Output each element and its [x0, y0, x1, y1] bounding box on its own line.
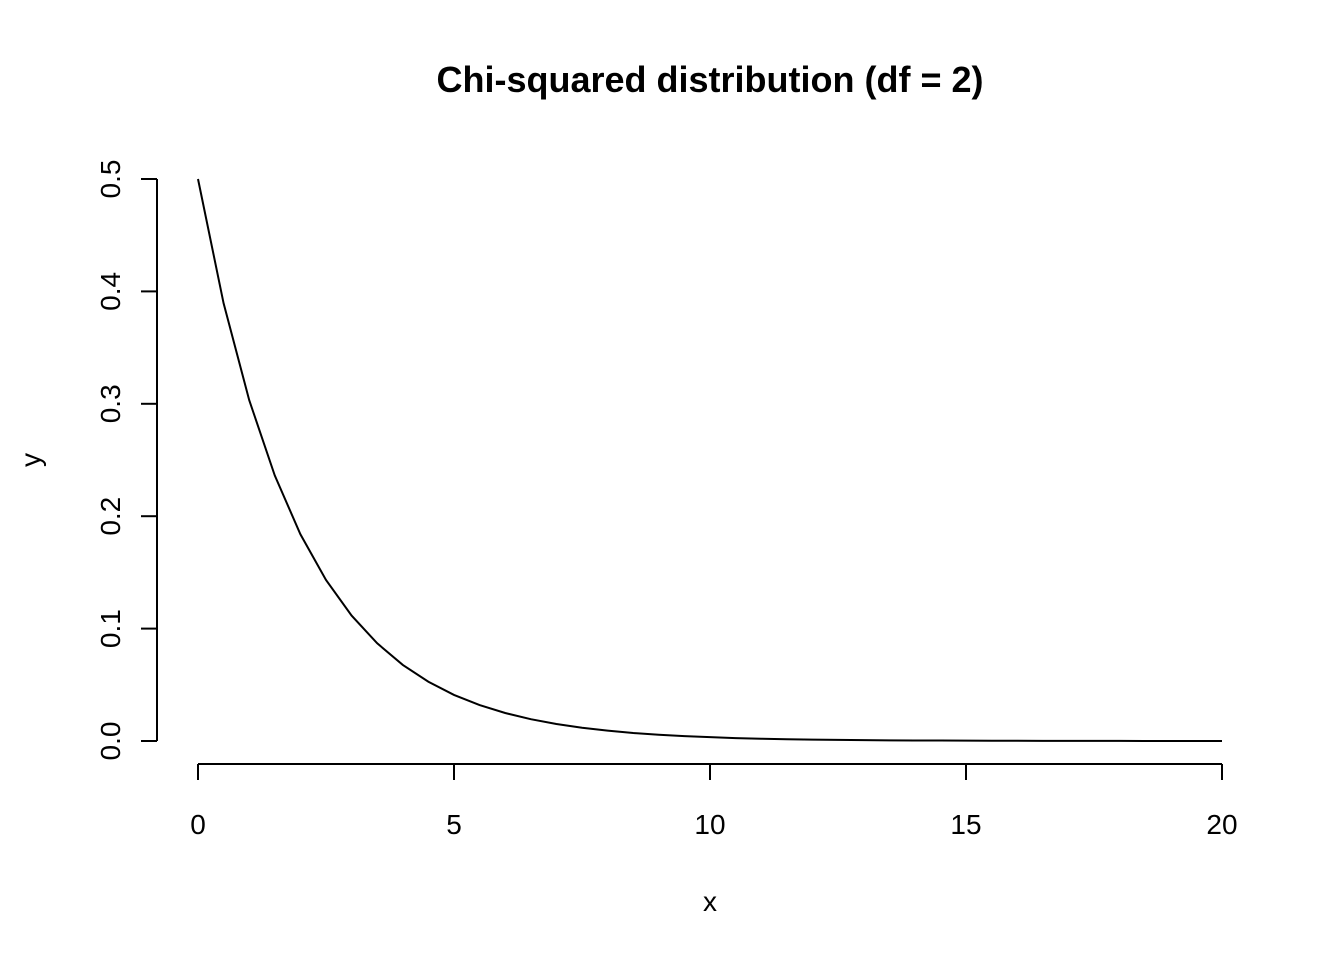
x-tick-label: 20 [1206, 809, 1237, 840]
y-axis-label: y [15, 453, 46, 467]
x-axis-label: x [703, 886, 717, 917]
y-tick-label: 0.5 [95, 160, 126, 199]
y-tick-label: 0.2 [95, 497, 126, 536]
x-tick-label: 0 [190, 809, 206, 840]
y-axis-ticks: 0.0 0.1 0.2 0.3 0.4 0.5 [95, 160, 157, 761]
y-tick-label: 0.0 [95, 722, 126, 761]
x-axis-ticks: 0 5 10 15 20 [190, 764, 1238, 840]
y-tick-label: 0.4 [95, 272, 126, 311]
chart-title: Chi-squared distribution (df = 2) [437, 59, 984, 100]
x-tick-label: 15 [950, 809, 981, 840]
y-tick-label: 0.1 [95, 609, 126, 648]
y-tick-label: 0.3 [95, 384, 126, 423]
density-curve [197, 178, 1222, 742]
x-tick-label: 5 [446, 809, 462, 840]
x-tick-label: 10 [694, 809, 725, 840]
